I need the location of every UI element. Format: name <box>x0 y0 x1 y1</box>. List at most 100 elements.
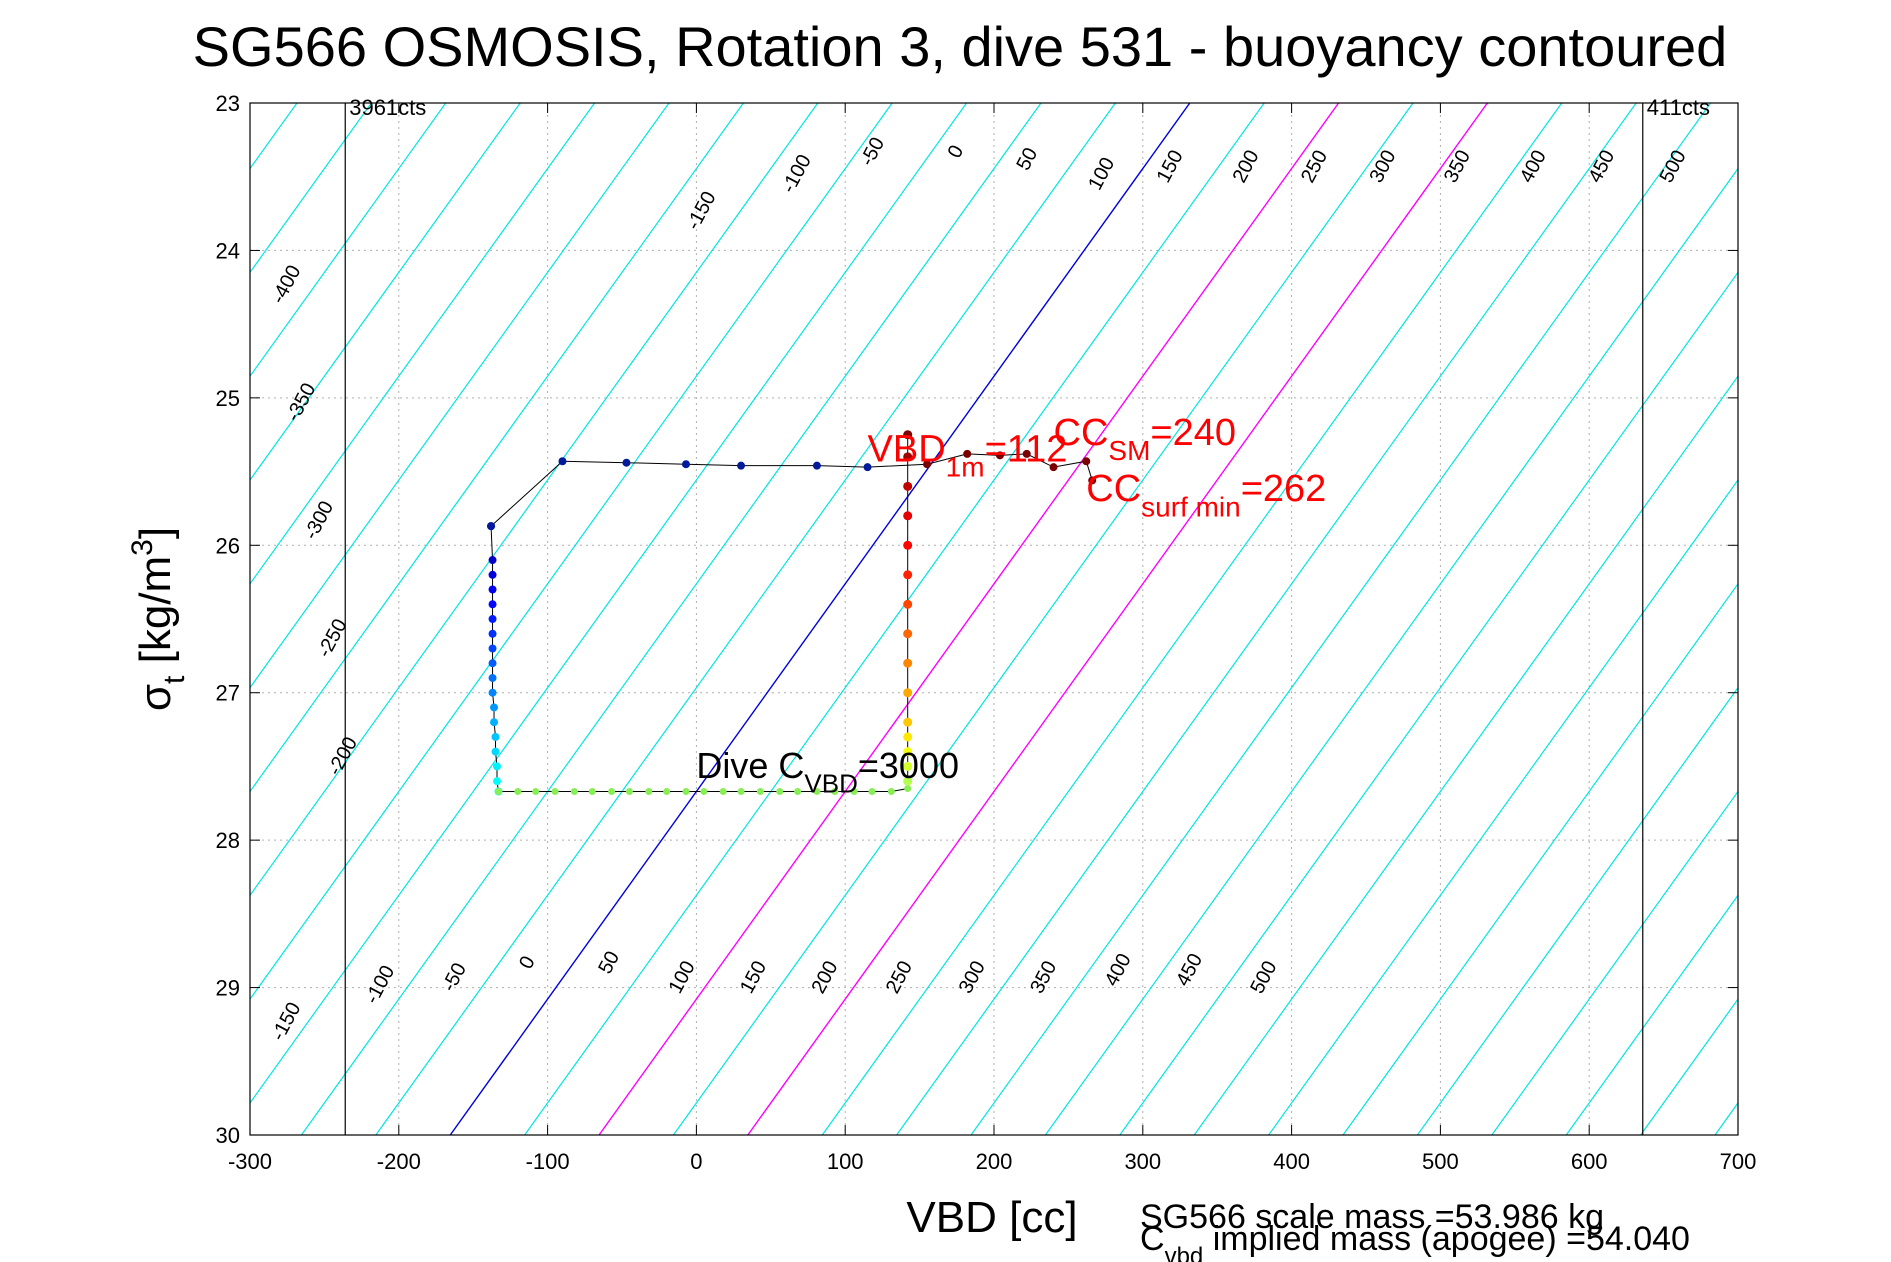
count-marker-label: 411cts <box>1647 95 1710 120</box>
contour-line <box>970 103 1712 1135</box>
contour-label: 100 <box>1084 154 1119 194</box>
contour-label: 200 <box>807 957 842 997</box>
contour-label: 500 <box>1656 147 1691 187</box>
dive-point <box>490 703 499 712</box>
footer-implied-mass-rest: implied mass (apogee) =54.040 <box>1203 1220 1690 1258</box>
bottom-point <box>514 787 522 795</box>
surface-point <box>1088 476 1097 485</box>
contour-label: -200 <box>324 733 362 779</box>
contour-line <box>250 103 596 585</box>
climb-point <box>903 599 913 609</box>
contour-label: 0 <box>515 953 540 973</box>
x-tick-label: -300 <box>228 1149 272 1174</box>
dive-point <box>493 762 502 771</box>
contour-label: 100 <box>665 957 700 997</box>
footer-implied-mass-sub: vbd <box>1165 1243 1204 1262</box>
contour-label: -350 <box>282 380 320 426</box>
bottom-point <box>625 787 633 795</box>
climb-point <box>903 688 913 698</box>
surface-point <box>995 451 1004 460</box>
bottom-point <box>608 787 616 795</box>
contour-line <box>1714 1101 1738 1135</box>
contour-line <box>747 103 1488 1135</box>
surface-point <box>1022 449 1031 458</box>
surface-point <box>487 522 496 531</box>
contour-label: 400 <box>1101 950 1136 990</box>
climb-point <box>903 511 913 521</box>
climb-point <box>903 629 913 639</box>
dive-point <box>488 615 497 623</box>
vbd-1m-annotation: VBD1m=112 <box>868 428 1068 482</box>
count-marker-label: 3961cts <box>349 95 426 120</box>
y-tick-label: 24 <box>216 238 240 263</box>
cc-surf-min-annotation: CCsurf min=262 <box>1086 468 1326 522</box>
contour-label: -150 <box>267 999 305 1045</box>
contour-line <box>1491 790 1738 1135</box>
bottom-point <box>868 787 876 795</box>
footer-implied-mass-main: C <box>1140 1220 1165 1258</box>
contour-label: -150 <box>682 188 720 234</box>
dive-point <box>488 629 497 638</box>
contour-line <box>300 103 1042 1135</box>
dive-point <box>488 585 497 594</box>
contour-line <box>1119 271 1738 1135</box>
dive-point <box>488 673 497 682</box>
contour-label: 0 <box>944 142 969 162</box>
climb-point <box>903 481 913 491</box>
contour-label: 300 <box>955 957 990 997</box>
dive-point <box>488 600 497 609</box>
x-tick-label: 400 <box>1273 1149 1310 1174</box>
y-tick-label: 26 <box>216 533 240 558</box>
track-layer <box>487 430 1097 796</box>
surface-point <box>1049 463 1058 472</box>
dive-point <box>488 570 497 579</box>
dive-point <box>488 556 497 565</box>
x-tick-label: -200 <box>377 1149 421 1174</box>
contour-line <box>250 103 819 897</box>
contour-label: 450 <box>1172 950 1207 990</box>
dive-point <box>491 747 500 756</box>
contour-line <box>250 103 968 1104</box>
bottom-point <box>719 787 727 795</box>
contour-line <box>672 103 1414 1135</box>
grid-layer <box>249 102 1739 1136</box>
x-tick-label: 100 <box>827 1149 864 1174</box>
contour-line <box>1640 998 1738 1135</box>
vertical-marker-layer: 3961cts 411cts <box>344 95 1710 1135</box>
contour-line <box>375 103 1116 1135</box>
contour-label: -250 <box>313 615 351 661</box>
y-tick-label: 29 <box>216 976 240 1001</box>
climb-point <box>903 761 913 771</box>
climb-point <box>903 747 913 757</box>
dive-point <box>493 777 502 786</box>
svg-text:σt [kg/m3]: σt [kg/m3] <box>126 527 191 711</box>
contour-line <box>598 103 1340 1135</box>
contour-line <box>0 103 223 1135</box>
climb-point <box>903 452 913 462</box>
contour-line <box>1342 582 1738 1135</box>
climb-point <box>903 570 913 580</box>
surface-track-line <box>490 453 1093 527</box>
contour-line <box>250 103 447 378</box>
bottom-point <box>532 787 540 795</box>
climb-point <box>903 776 913 786</box>
surface-point <box>558 457 567 466</box>
contour-line <box>896 103 1637 1135</box>
contour-label: 250 <box>882 957 917 997</box>
contour-line <box>821 103 1563 1135</box>
x-tick-label: 500 <box>1422 1149 1459 1174</box>
contour-line <box>250 103 744 793</box>
bottom-point <box>850 787 858 795</box>
surface-point <box>681 460 690 469</box>
contour-line <box>250 103 521 482</box>
climb-point <box>903 430 913 440</box>
dive-point <box>488 644 497 653</box>
surface-point <box>1082 457 1091 466</box>
bottom-point <box>794 787 802 795</box>
contour-line <box>1416 686 1738 1135</box>
x-axis-label: VBD [cc] <box>906 1193 1077 1242</box>
y-axis-label-main: σ <box>131 684 180 711</box>
y-axis-label-sup: 3 <box>126 539 159 556</box>
